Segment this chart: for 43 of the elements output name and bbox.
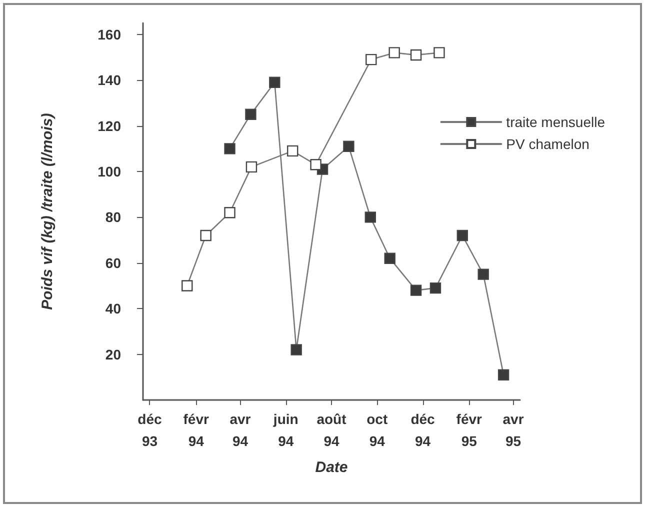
x-tick-label: oct 94 <box>366 411 388 449</box>
y-tick-label: 20 <box>105 346 122 362</box>
point <box>343 140 354 152</box>
point <box>269 76 280 88</box>
point <box>200 230 212 242</box>
x-tick-label: juin 94 <box>272 411 298 449</box>
y-tick-label: 40 <box>105 300 122 317</box>
x-tick-label: août 94 <box>316 411 347 449</box>
point <box>410 284 422 296</box>
point <box>410 49 422 61</box>
legend-label: PV chamelon <box>506 136 590 152</box>
point <box>182 280 193 292</box>
y-tick-label: 60 <box>105 254 122 271</box>
point <box>287 145 298 157</box>
point <box>434 47 445 58</box>
point <box>384 252 396 264</box>
point <box>430 282 442 294</box>
point <box>310 159 322 170</box>
point <box>290 344 302 356</box>
point <box>478 268 489 280</box>
legend-label: traite mensuelle <box>506 114 606 130</box>
point <box>366 54 377 66</box>
point <box>246 161 258 173</box>
x-tick-label: déc 93 <box>138 411 162 449</box>
point <box>456 230 468 242</box>
y-tick-label: 140 <box>98 72 122 88</box>
x-tick-label: avr 94 <box>230 411 252 449</box>
x-tick-label: déc 94 <box>410 411 436 449</box>
y-tick-label: 100 <box>98 164 122 180</box>
point <box>388 47 400 58</box>
y-tick-label: 160 <box>98 26 122 42</box>
y-axis-title: Poids vif (kg) /traite (l/mois) <box>39 113 56 310</box>
x-tick-label: févr 94 <box>183 411 210 449</box>
y-tick-label: 80 <box>105 209 122 226</box>
y-tick-label: 120 <box>98 118 122 134</box>
point <box>224 143 236 154</box>
x-tick-label: févr 95 <box>456 411 483 449</box>
point <box>498 369 510 380</box>
point <box>364 212 376 223</box>
x-axis-title: Date <box>315 459 348 476</box>
point <box>245 108 256 120</box>
point <box>224 207 236 218</box>
x-tick-label: avr 95 <box>502 411 524 449</box>
